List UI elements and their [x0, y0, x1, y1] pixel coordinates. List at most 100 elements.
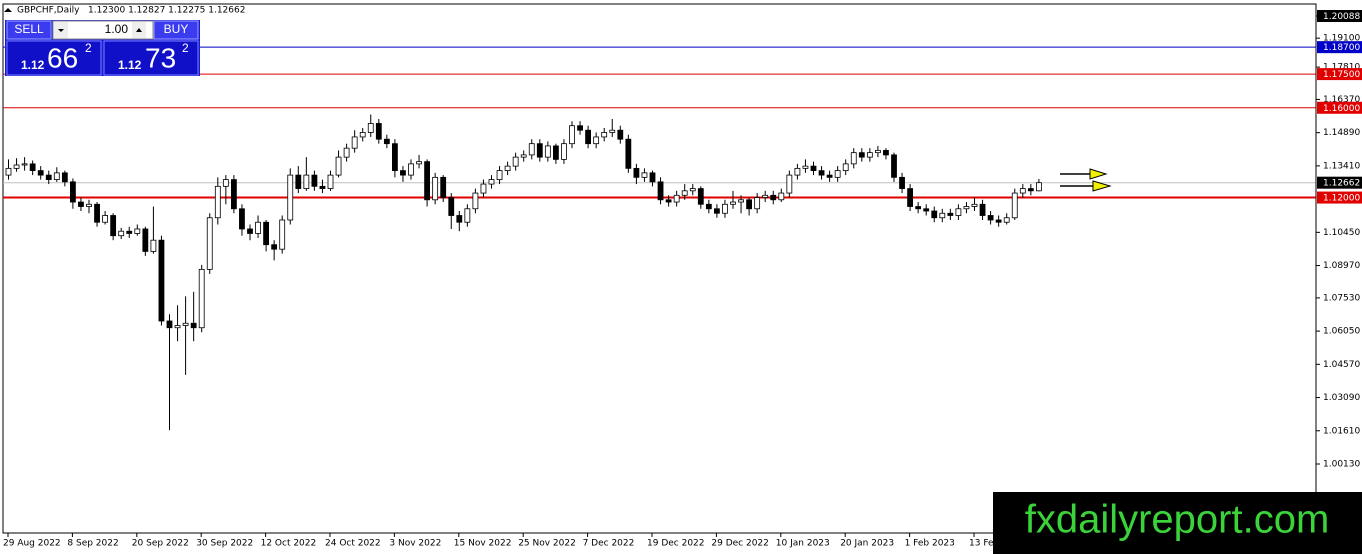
candle-body [263, 221, 270, 246]
price-tag-label: 1.12000 [1323, 194, 1360, 204]
candle-body [762, 194, 769, 198]
bid-big: 66 [47, 42, 78, 73]
candle-body [1019, 188, 1026, 194]
ask-box[interactable] [103, 40, 199, 76]
candle-body [472, 192, 479, 210]
candle-body [158, 239, 165, 322]
price-tag-label: 1.18700 [1323, 43, 1360, 53]
lot-text: 1.00 [105, 22, 129, 36]
ask-sup: 2 [182, 41, 189, 55]
candle-body [633, 167, 640, 178]
candle-body [657, 181, 664, 201]
candle-body [496, 170, 503, 180]
candle-body [673, 194, 680, 203]
candle-body [29, 163, 36, 172]
candle-body [110, 215, 117, 237]
candle-body [255, 221, 261, 234]
x-tick-label: 20 Sep 2022 [132, 539, 189, 549]
axis-bg [1316, 4, 1362, 533]
lot-down-icon [58, 29, 64, 32]
candle-body [818, 170, 825, 176]
candle-body [746, 199, 752, 210]
candle-body [722, 203, 728, 214]
y-tick-label: 1.03090 [1323, 393, 1360, 403]
candle-body [408, 163, 414, 176]
x-tick-label: 3 Nov 2022 [389, 539, 441, 549]
candle-body [971, 203, 978, 207]
candle-body [351, 136, 358, 149]
y-tick-label: 1.04570 [1323, 360, 1360, 370]
candle-body [182, 322, 189, 326]
candle-body [239, 208, 245, 230]
candle-body [794, 167, 801, 176]
price-tag-label: 1.16000 [1323, 104, 1360, 114]
x-tick-label: 10 Jan 2023 [776, 539, 830, 549]
buy-button[interactable] [153, 20, 199, 40]
candle-body [134, 228, 141, 234]
sell-text: SELL [14, 22, 44, 36]
price-tag-label: 1.17500 [1323, 70, 1360, 80]
candle-body [126, 230, 133, 234]
candle-body [858, 152, 865, 158]
watermark: fxdailyreport.com [1025, 498, 1330, 542]
x-tick-label: 7 Dec 2022 [583, 539, 635, 549]
price-tag [1317, 101, 1362, 114]
candle-body [544, 145, 551, 158]
candle-body [21, 163, 28, 166]
candle-body [375, 123, 382, 140]
y-tick-label: 1.10450 [1323, 228, 1360, 238]
candle-body [641, 172, 648, 178]
candle-body [319, 185, 326, 189]
candle-body [907, 188, 913, 207]
candle-body [359, 132, 366, 138]
candle-body [78, 201, 84, 207]
price-tag [1317, 41, 1362, 54]
candle-body [939, 212, 946, 219]
candle-body [593, 136, 600, 145]
candle-body [689, 188, 696, 192]
candle-body [963, 206, 970, 210]
candle-body [665, 199, 672, 203]
candle-body [432, 176, 439, 201]
ohlc-label: 1.12300 1.12827 1.12275 1.12662 [88, 6, 245, 16]
candle-body [577, 125, 583, 131]
candle-body [955, 208, 962, 216]
lot-input[interactable] [52, 20, 154, 40]
plot-frame [2, 3, 1317, 534]
candle-body [102, 215, 108, 223]
y-tick-label: 1.17810 [1323, 63, 1360, 73]
candle-body [383, 138, 390, 145]
candle-body [504, 165, 511, 172]
arrows [1060, 168, 1112, 192]
price-tag [1317, 191, 1362, 204]
candle-body [625, 138, 632, 169]
price-tag [1317, 176, 1362, 189]
candle-body [247, 228, 253, 234]
bid-box[interactable] [6, 40, 102, 76]
x-tick-label: 25 Nov 2022 [518, 539, 576, 549]
x-tick-label: 29 Aug 2022 [3, 539, 61, 549]
candle-body [1011, 192, 1018, 219]
candle-body [899, 176, 905, 189]
candle-body [786, 174, 793, 194]
candle-body [826, 174, 833, 178]
y-tick-label: 1.13410 [1323, 161, 1360, 171]
trade-panel: SELL 1.00 BUY 1.12 66 2 1.12 73 2 [5, 20, 200, 76]
y-tick-label: 1.06050 [1323, 327, 1360, 337]
x-tick-label: 20 Jan 2023 [840, 539, 894, 549]
candle-body [979, 203, 986, 216]
candle-body [754, 197, 761, 210]
candle-body [335, 156, 342, 176]
candle-body [705, 203, 712, 210]
candle-body [53, 172, 60, 180]
candle-body [303, 174, 310, 189]
candle-body [512, 156, 519, 167]
candle-body [190, 322, 197, 329]
candle-body [5, 167, 12, 176]
candle-body [569, 125, 575, 145]
candle-body [271, 244, 278, 250]
candle-body [424, 161, 431, 201]
watermark-bg [993, 492, 1362, 554]
sell-button[interactable] [6, 20, 52, 40]
candle-body [1027, 188, 1034, 192]
